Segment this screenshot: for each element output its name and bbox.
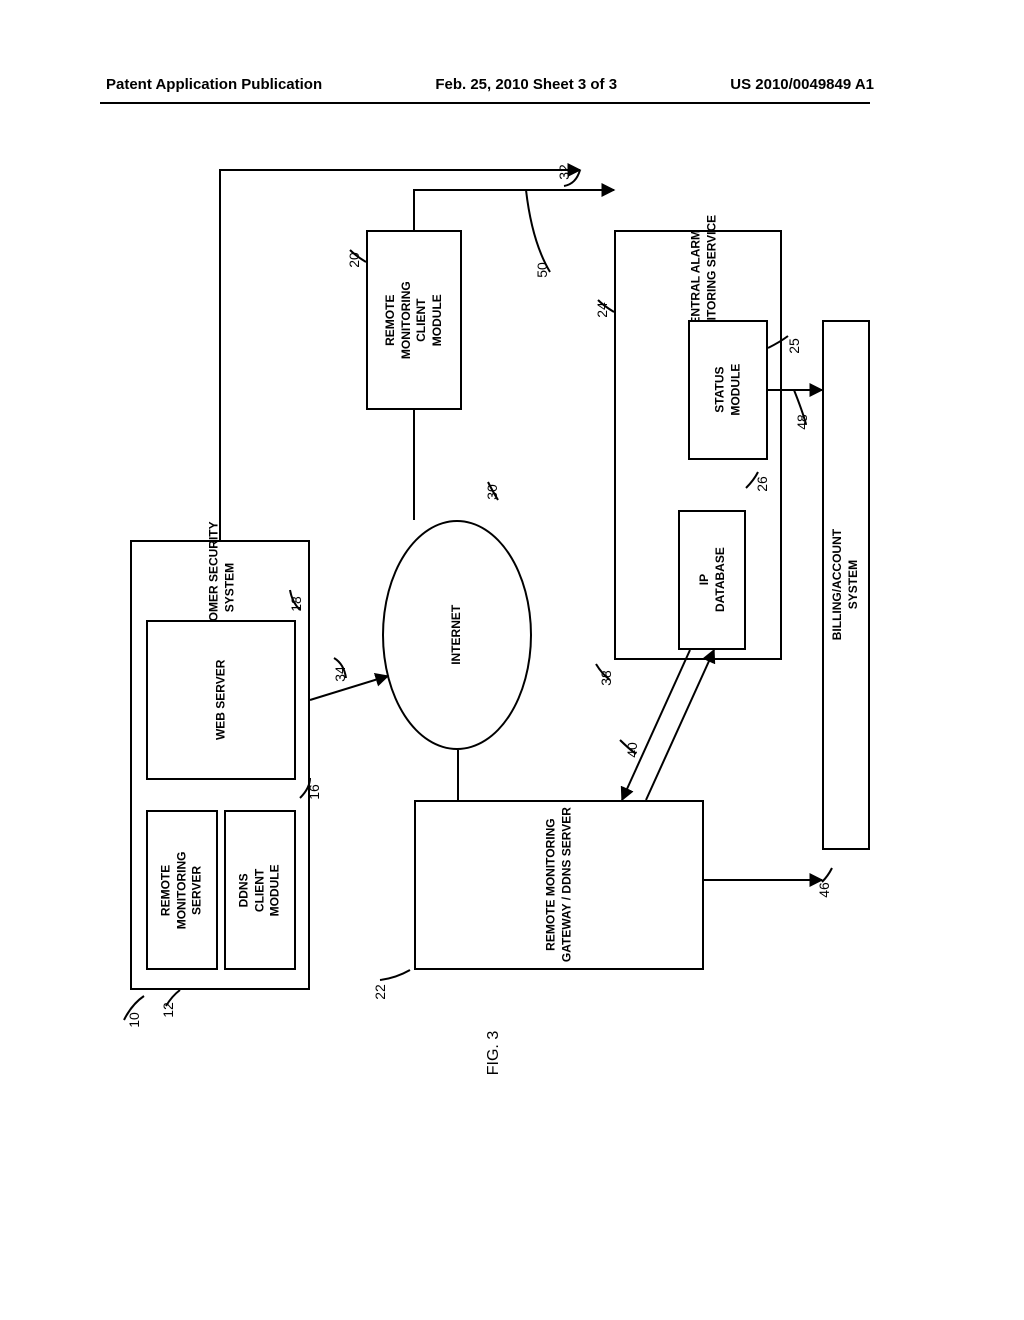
connectors (130, 170, 870, 1100)
page-header: Patent Application Publication Feb. 25, … (106, 76, 874, 93)
header-left: Patent Application Publication (106, 76, 322, 93)
header-right: US 2010/0049849 A1 (730, 76, 874, 93)
header-rule (100, 102, 870, 104)
diagram: CUSTOMER SECURITY SYSTEM 10 WEB SERVER 1… (130, 170, 870, 1100)
header-center: Feb. 25, 2010 Sheet 3 of 3 (435, 76, 617, 93)
page: Patent Application Publication Feb. 25, … (0, 0, 1024, 1320)
